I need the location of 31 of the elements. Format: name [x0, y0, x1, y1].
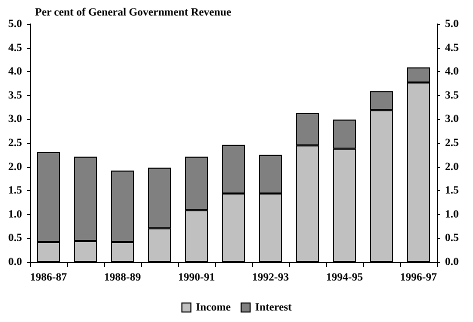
x-tick-label: 1988-89 — [104, 272, 142, 284]
y2-tick-label: 3.0 — [445, 113, 460, 126]
y-tick-label: 1.0 — [8, 208, 22, 220]
y-tick-label: 2.5 — [8, 137, 22, 149]
y-axis-title: Per cent of General Government Revenue — [35, 6, 232, 18]
y-tick-label: 4.5 — [8, 42, 22, 54]
x-tick-label: 1996-97 — [400, 272, 438, 284]
y2-tick-label: 2.5 — [445, 137, 460, 149]
legend-label: Interest — [255, 302, 292, 314]
x-tick-label: 1990-91 — [178, 272, 215, 284]
x-tick-label: 1986-87 — [30, 272, 68, 284]
y-tick-label: 3.0 — [8, 113, 22, 126]
y2-tick-label: 4.0 — [445, 66, 460, 78]
legend-label: Income — [196, 302, 231, 314]
y-tick-label: 3.5 — [8, 89, 22, 102]
y-tick-label: 5.0 — [8, 18, 22, 30]
y2-tick-label: 3.5 — [445, 89, 460, 102]
y2-tick-label: 4.5 — [445, 42, 460, 54]
y-tick-label: 0.5 — [8, 232, 22, 244]
y2-tick-label: 1.0 — [445, 208, 460, 220]
y2-tick-label: 0.0 — [445, 256, 460, 268]
y2-tick-label: 0.5 — [445, 232, 460, 244]
y-tick-label: 2.0 — [8, 160, 22, 173]
y-tick-label: 4.0 — [8, 66, 22, 78]
y2-tick-label: 2.0 — [445, 160, 460, 173]
x-tick-label: 1992-93 — [252, 272, 290, 284]
y2-tick-label: 1.5 — [445, 184, 460, 197]
y-tick-label: 0.0 — [8, 256, 22, 268]
y-tick-label: 1.5 — [8, 184, 22, 197]
y2-tick-label: 5.0 — [445, 18, 460, 30]
x-tick-label: 1994-95 — [326, 272, 364, 284]
